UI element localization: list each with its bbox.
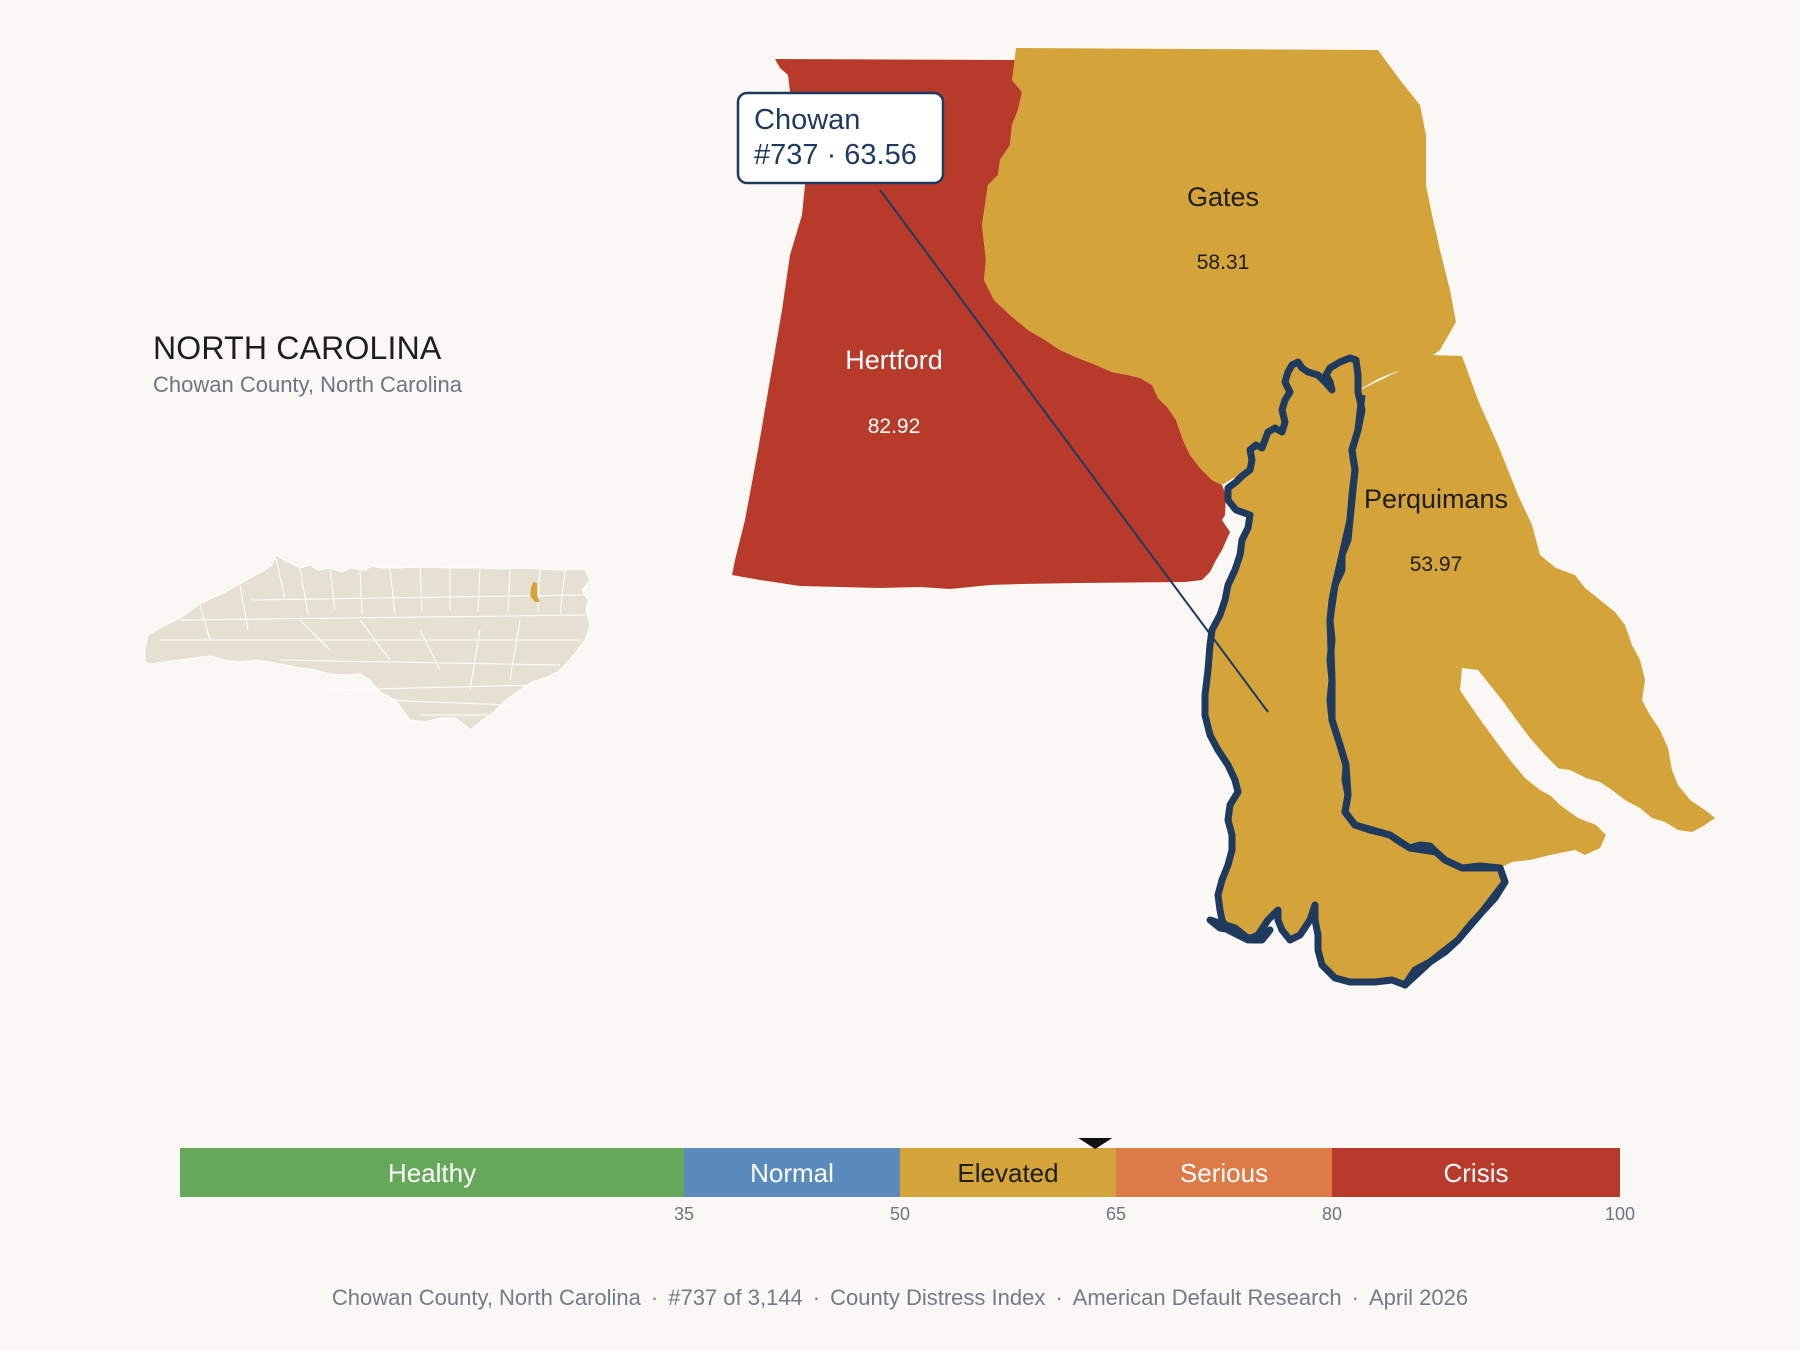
state-title: NORTH CAROLINA xyxy=(153,330,442,366)
scale-tick-65: 65 xyxy=(1106,1204,1126,1224)
scale-segment-normal xyxy=(684,1148,900,1197)
footer-date: April 2026 xyxy=(1369,1285,1469,1310)
inset-highlight-chowan xyxy=(530,582,540,602)
footer-sep: · xyxy=(1055,1285,1063,1310)
state-subtitle: Chowan County, North Carolina xyxy=(153,372,462,397)
county-value-perquimans: 53.97 xyxy=(1410,553,1463,576)
scale-segment-crisis xyxy=(1332,1148,1620,1197)
footer-source: American Default Research xyxy=(1072,1285,1342,1310)
scale-label-crisis: Crisis xyxy=(1444,1158,1509,1188)
scale-segment-serious xyxy=(1116,1148,1332,1197)
footer-sep: · xyxy=(650,1285,659,1310)
state-shape xyxy=(144,554,591,731)
county-value-gates: 58.31 xyxy=(1197,251,1250,274)
scale-tick-35: 35 xyxy=(674,1204,694,1224)
callout-name: Chowan xyxy=(754,104,860,136)
footer-rank: #737 of 3,144 xyxy=(668,1285,803,1310)
footer-county: Chowan County, North Carolina xyxy=(331,1285,641,1310)
county-label-hertford: Hertford xyxy=(845,345,943,375)
county-perquimans[interactable] xyxy=(1330,355,1715,868)
county-value-hertford: 82.92 xyxy=(868,415,921,438)
scale-tick-80: 80 xyxy=(1322,1204,1342,1224)
footer: Chowan County, North Carolina · #737 of 3,… xyxy=(0,1285,1800,1311)
scale-label-elevated: Elevated xyxy=(957,1158,1058,1188)
scale-label-serious: Serious xyxy=(1180,1158,1268,1188)
county-hertford[interactable] xyxy=(732,59,1230,589)
scale-tick-100: 100 xyxy=(1605,1204,1635,1224)
footer-sep: · xyxy=(1351,1285,1359,1310)
footer-sep: · xyxy=(812,1285,821,1310)
callout-box: Chowan #737 · 63.56 xyxy=(736,91,945,185)
state-inset-map xyxy=(144,554,591,731)
distress-scale: Healthy Normal Elevated Serious Crisis 35 50 65… xyxy=(180,1138,1635,1224)
chowan-river-edge xyxy=(1326,394,1509,988)
scale-label-normal: Normal xyxy=(750,1158,834,1188)
perquimans-lake xyxy=(1460,668,1572,798)
callout-leader xyxy=(879,189,1269,713)
footer-index: County Distress Index xyxy=(830,1285,1046,1310)
scale-tick-50: 50 xyxy=(890,1204,910,1224)
state-county-grid xyxy=(160,557,586,716)
callout-detail: #737 · 63.56 xyxy=(754,139,917,171)
county-label-perquimans: Perquimans xyxy=(1364,484,1508,514)
scale-segment-elevated xyxy=(900,1148,1116,1197)
scale-marker xyxy=(1078,1138,1113,1149)
scale-label-healthy: Healthy xyxy=(388,1158,476,1188)
county-label-gates: Gates xyxy=(1187,182,1259,212)
scale-segment-healthy xyxy=(180,1148,684,1197)
